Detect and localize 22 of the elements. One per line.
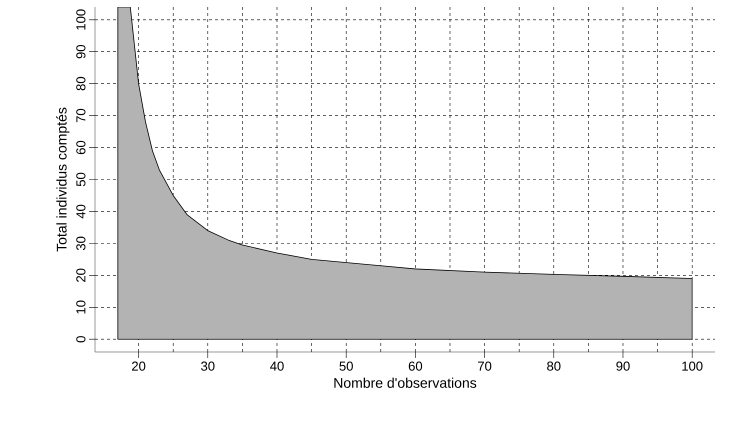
- x-tick-label: 30: [201, 362, 215, 371]
- y-axis-title: Total individus comptés: [56, 108, 70, 252]
- x-tick-label: 90: [616, 362, 630, 371]
- x-tick-label: 80: [547, 362, 561, 371]
- y-tick-label: 20: [76, 268, 86, 282]
- y-tick-label: 50: [76, 172, 86, 186]
- x-tick-label: 100: [682, 362, 703, 371]
- x-tick-label: 20: [132, 362, 146, 371]
- x-tick-label: 60: [408, 362, 422, 371]
- y-tick-label: 100: [76, 9, 86, 30]
- y-tick-label: 0: [76, 336, 86, 342]
- x-axis-title: Nombre d'observations: [334, 378, 476, 388]
- y-tick-label: 90: [76, 44, 86, 58]
- y-tick-label: 80: [76, 76, 86, 90]
- y-tick-label: 40: [76, 204, 86, 218]
- x-tick-label: 50: [339, 362, 353, 371]
- x-tick-label: 70: [478, 362, 492, 371]
- y-tick-label: 30: [76, 236, 86, 250]
- y-tick-label: 60: [76, 140, 86, 154]
- y-tick-label: 70: [76, 108, 86, 122]
- x-tick-label: 40: [270, 362, 284, 371]
- y-tick-label: 10: [76, 300, 86, 314]
